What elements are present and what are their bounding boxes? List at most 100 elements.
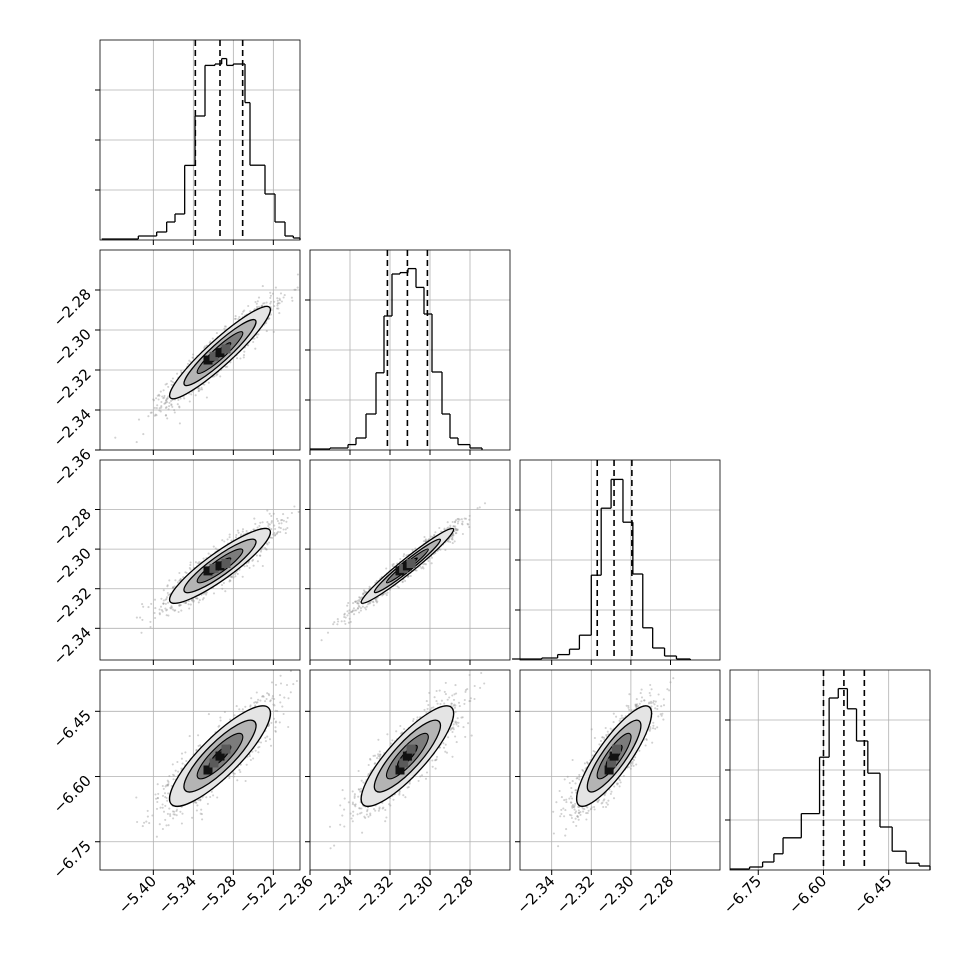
- density-peak-cell: [203, 355, 213, 365]
- sample-point: [284, 532, 287, 535]
- sample-point: [158, 613, 161, 616]
- sample-point: [396, 585, 399, 588]
- sample-point: [197, 389, 201, 392]
- sample-point: [375, 579, 378, 582]
- sample-point: [159, 390, 162, 393]
- sample-point: [401, 580, 404, 583]
- sample-point: [147, 415, 150, 418]
- sample-point: [269, 296, 272, 299]
- sample-point: [173, 411, 176, 414]
- sample-point: [153, 611, 156, 615]
- sample-point: [267, 541, 271, 544]
- sample-point: [153, 414, 156, 417]
- sample-point: [153, 406, 156, 409]
- sample-point: [260, 304, 263, 308]
- sample-point: [368, 602, 371, 605]
- sample-point: [198, 599, 201, 602]
- sample-point: [221, 539, 224, 542]
- sample-point: [454, 525, 457, 528]
- sample-point: [176, 581, 179, 584]
- sample-point: [273, 305, 276, 308]
- sample-point: [267, 524, 270, 528]
- sample-point: [326, 631, 330, 634]
- sample-point: [371, 600, 374, 603]
- sample-point: [153, 598, 157, 601]
- sample-point: [457, 520, 460, 523]
- sample-point: [219, 375, 222, 378]
- sample-point: [253, 517, 256, 520]
- sample-point: [282, 296, 285, 299]
- sample-point: [253, 337, 256, 340]
- sample-point: [205, 396, 208, 399]
- panel-data: [135, 505, 300, 634]
- sample-point: [161, 395, 164, 398]
- sample-point: [165, 597, 168, 600]
- sample-point: [374, 598, 377, 601]
- sample-point: [165, 609, 168, 612]
- sample-point: [256, 560, 259, 563]
- sample-point: [166, 584, 169, 587]
- sample-point: [456, 522, 459, 525]
- sample-point: [162, 389, 165, 392]
- sample-point: [188, 359, 191, 362]
- sample-point: [399, 557, 402, 561]
- histogram-panel-4: [725, 669, 931, 871]
- sample-point: [433, 534, 436, 537]
- sample-point: [241, 575, 244, 578]
- sample-point: [197, 387, 200, 390]
- sample-point: [440, 530, 443, 533]
- scatter-panel-3-1: [99, 459, 301, 661]
- sample-point: [268, 523, 271, 526]
- sample-point: [451, 538, 454, 541]
- sample-point: [447, 539, 450, 542]
- sample-point: [254, 347, 257, 350]
- sample-point: [385, 594, 388, 597]
- sample-point: [347, 621, 350, 624]
- sample-point: [166, 397, 169, 400]
- sample-point: [451, 534, 454, 537]
- sample-point: [167, 593, 170, 597]
- sample-point: [226, 365, 229, 368]
- sample-point: [361, 605, 364, 608]
- sample-point: [252, 340, 255, 344]
- sample-point: [356, 602, 359, 605]
- sample-point: [261, 304, 264, 307]
- sample-point: [352, 602, 355, 605]
- sample-point: [142, 605, 145, 608]
- sample-point: [290, 511, 293, 515]
- sample-point: [177, 610, 180, 614]
- sample-point: [171, 405, 174, 408]
- sample-point: [164, 414, 167, 417]
- sample-point: [170, 403, 173, 406]
- sample-point: [365, 605, 368, 608]
- sample-point: [285, 520, 288, 523]
- sample-point: [351, 610, 354, 613]
- sample-point: [357, 604, 360, 607]
- sample-point: [269, 313, 272, 316]
- sample-point: [358, 605, 361, 608]
- sample-point: [154, 616, 157, 620]
- sample-point: [455, 528, 459, 531]
- sample-point: [166, 397, 169, 400]
- sample-point: [245, 529, 248, 533]
- sample-point: [202, 557, 205, 560]
- sample-point: [224, 325, 227, 328]
- sample-point: [238, 316, 241, 319]
- sample-point: [114, 436, 117, 439]
- panel-data: [320, 502, 487, 642]
- sample-point: [189, 563, 192, 567]
- sample-point: [384, 592, 387, 595]
- sample-point: [276, 531, 279, 534]
- sample-point: [160, 405, 163, 408]
- sample-point: [454, 532, 457, 535]
- sample-point: [183, 601, 186, 604]
- sample-point: [439, 548, 442, 551]
- sample-point: [249, 310, 252, 313]
- sample-point: [483, 502, 487, 505]
- sample-point: [272, 512, 275, 515]
- histogram-panel-2: [305, 249, 511, 451]
- sample-point: [164, 598, 167, 601]
- sample-point: [358, 600, 361, 603]
- sample-point: [165, 382, 168, 385]
- sample-point: [450, 538, 453, 541]
